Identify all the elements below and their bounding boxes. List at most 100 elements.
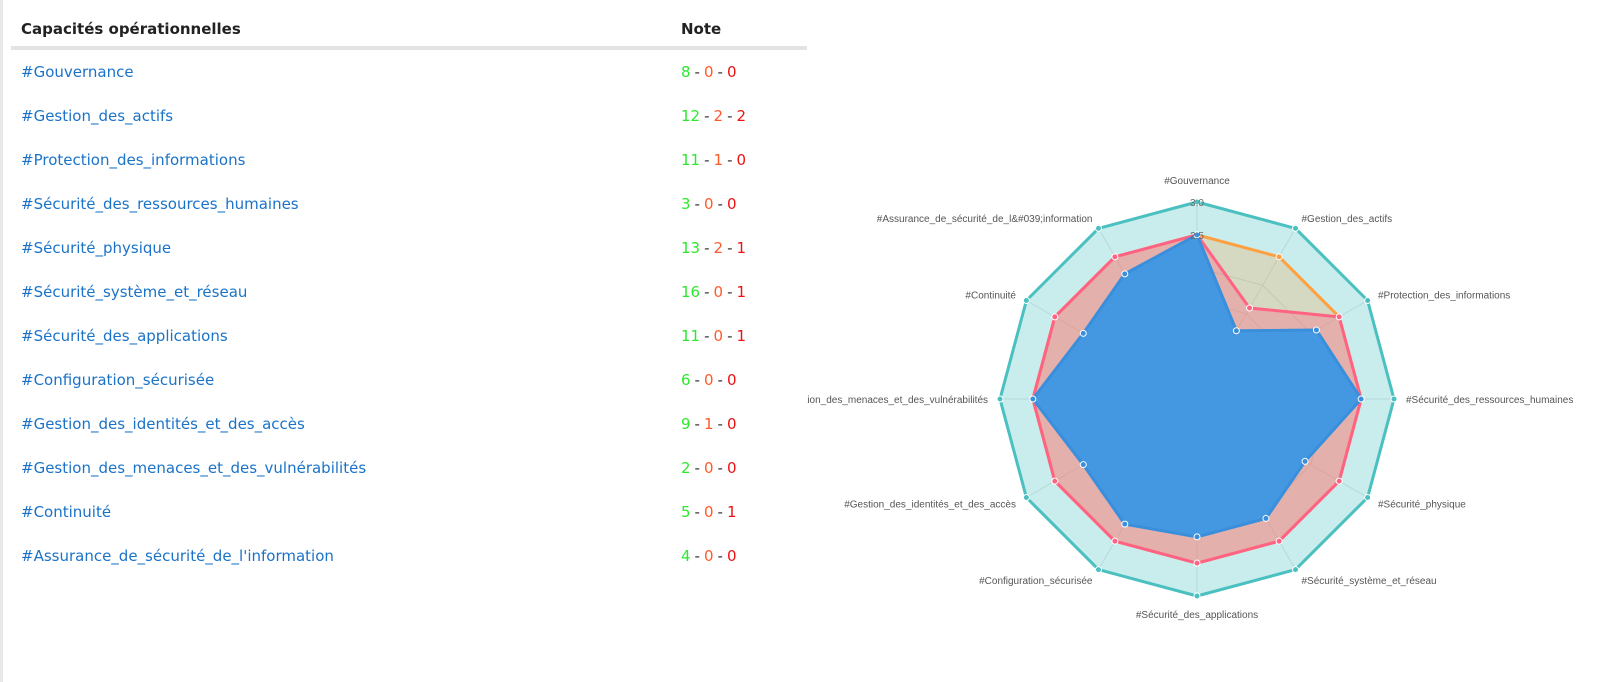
note-orange: 2 — [713, 239, 724, 257]
data-point[interactable] — [1193, 559, 1201, 567]
radar-chart: 3.0 2.5 #Gouvernance #Gestion_des_actifs #Pr… — [807, 176, 1573, 621]
capability-cell: #Gestion_des_actifs — [11, 94, 671, 138]
capability-link[interactable]: #Gestion_des_identités_et_des_accès — [21, 415, 305, 433]
tick-label: 3.0 — [1190, 198, 1204, 209]
axis-label: #Gouvernance — [1164, 176, 1230, 187]
note-separator: - — [727, 283, 733, 301]
data-point[interactable] — [1079, 329, 1087, 337]
data-point[interactable] — [1121, 270, 1129, 278]
data-point[interactable] — [1312, 326, 1320, 334]
data-point[interactable] — [1051, 313, 1059, 321]
data-point[interactable] — [1029, 395, 1037, 403]
data-point[interactable] — [996, 395, 1004, 403]
data-point[interactable] — [1022, 297, 1030, 304]
note-red: 0 — [726, 63, 737, 81]
note-orange: 2 — [713, 107, 724, 125]
note-orange: 1 — [713, 151, 724, 169]
data-point[interactable] — [1095, 566, 1102, 574]
note-red: 2 — [736, 107, 747, 125]
data-point[interactable] — [1292, 224, 1299, 232]
capability-link[interactable]: #Assurance_de_sécurité_de_l'information — [21, 547, 334, 565]
data-point[interactable] — [1193, 592, 1201, 600]
radar-chart-container: 3.0 2.5 #Gouvernance #Gestion_des_actifs #Pr… — [807, 0, 1619, 682]
data-point[interactable] — [1246, 304, 1254, 312]
capability-link[interactable]: #Protection_des_informations — [21, 151, 246, 169]
note-orange: 0 — [703, 459, 714, 477]
data-point[interactable] — [1292, 566, 1299, 574]
data-point[interactable] — [1335, 313, 1343, 321]
note-separator: - — [717, 547, 723, 565]
data-point[interactable] — [1364, 494, 1372, 501]
note-separator: - — [727, 107, 733, 125]
data-point[interactable] — [1335, 477, 1343, 485]
data-point[interactable] — [1193, 533, 1201, 541]
data-point[interactable] — [1095, 224, 1102, 232]
note-separator: - — [694, 371, 700, 389]
data-point[interactable] — [1022, 494, 1030, 501]
note-separator: - — [704, 327, 710, 345]
data-point[interactable] — [1390, 395, 1398, 403]
capability-link[interactable]: #Sécurité_des_ressources_humaines — [21, 195, 299, 213]
data-point[interactable] — [1364, 297, 1372, 304]
note-separator: - — [694, 415, 700, 433]
data-point[interactable] — [1121, 520, 1129, 528]
note-separator: - — [694, 195, 700, 213]
data-point[interactable] — [1079, 461, 1087, 469]
capability-cell: #Gestion_des_identités_et_des_accès — [11, 402, 671, 446]
note-red: 0 — [726, 195, 737, 213]
data-point[interactable] — [1111, 537, 1119, 545]
note-separator: - — [694, 547, 700, 565]
data-point[interactable] — [1301, 457, 1309, 465]
data-point[interactable] — [1193, 198, 1201, 206]
data-point[interactable] — [1262, 514, 1270, 522]
data-point[interactable] — [1275, 537, 1283, 545]
note-separator: - — [717, 503, 723, 521]
note-green: 3 — [681, 195, 691, 213]
axis-label: #Gestion_des_identités_et_des_accès — [844, 500, 1016, 511]
note-red: 0 — [726, 547, 737, 565]
capability-link[interactable]: #Sécurité_système_et_réseau — [21, 283, 248, 301]
note-green: 8 — [681, 63, 691, 81]
capability-cell: #Sécurité_des_ressources_humaines — [11, 182, 671, 226]
note-cell: 2-0-0 — [671, 446, 807, 490]
capability-link[interactable]: #Configuration_sécurisée — [21, 371, 215, 389]
header-note[interactable]: Note — [671, 12, 807, 50]
axis-label: #Gestion_des_actifs — [1302, 214, 1393, 225]
data-point[interactable] — [1051, 477, 1059, 485]
note-red: 0 — [726, 371, 737, 389]
tick-label: 2.5 — [1190, 231, 1204, 242]
note-cell: 9-1-0 — [671, 402, 807, 446]
note-orange: 0 — [713, 283, 724, 301]
capability-link[interactable]: #Sécurité_des_applications — [21, 327, 228, 345]
capability-link[interactable]: #Sécurité_physique — [21, 239, 172, 257]
capability-link[interactable]: #Gouvernance — [21, 63, 134, 81]
note-red: 1 — [736, 239, 747, 257]
capability-link[interactable]: #Gestion_des_menaces_et_des_vulnérabilit… — [21, 459, 367, 477]
table-row: #Continuité 5-0-1 — [11, 490, 807, 534]
capability-link[interactable]: #Continuité — [21, 503, 112, 521]
note-green: 4 — [681, 547, 691, 565]
data-point[interactable] — [1111, 253, 1119, 261]
note-green: 2 — [681, 459, 691, 477]
note-cell: 5-0-1 — [671, 490, 807, 534]
table-row: #Configuration_sécurisée 6-0-0 — [11, 358, 807, 402]
data-point[interactable] — [1232, 327, 1240, 335]
axis-label: #Gestion_des_menaces_et_des_vulnérabilit… — [807, 395, 988, 406]
data-point[interactable] — [1193, 231, 1201, 239]
note-cell: 3-0-0 — [671, 182, 807, 226]
note-separator: - — [694, 503, 700, 521]
note-orange: 1 — [703, 415, 714, 433]
capability-cell: #Assurance_de_sécurité_de_l'information — [11, 534, 671, 578]
data-point[interactable] — [1357, 395, 1365, 403]
note-red: 1 — [736, 327, 747, 345]
header-capabilities[interactable]: Capacités opérationnelles — [11, 12, 671, 50]
axis-label: #Assurance_de_sécurité_de_l&#039;informa… — [877, 214, 1093, 225]
data-point[interactable] — [1275, 253, 1283, 261]
axis-label: #Protection_des_informations — [1378, 291, 1510, 302]
capability-link[interactable]: #Gestion_des_actifs — [21, 107, 174, 125]
note-green: 11 — [681, 151, 701, 169]
note-green: 5 — [681, 503, 691, 521]
note-separator: - — [704, 283, 710, 301]
note-separator: - — [717, 371, 723, 389]
